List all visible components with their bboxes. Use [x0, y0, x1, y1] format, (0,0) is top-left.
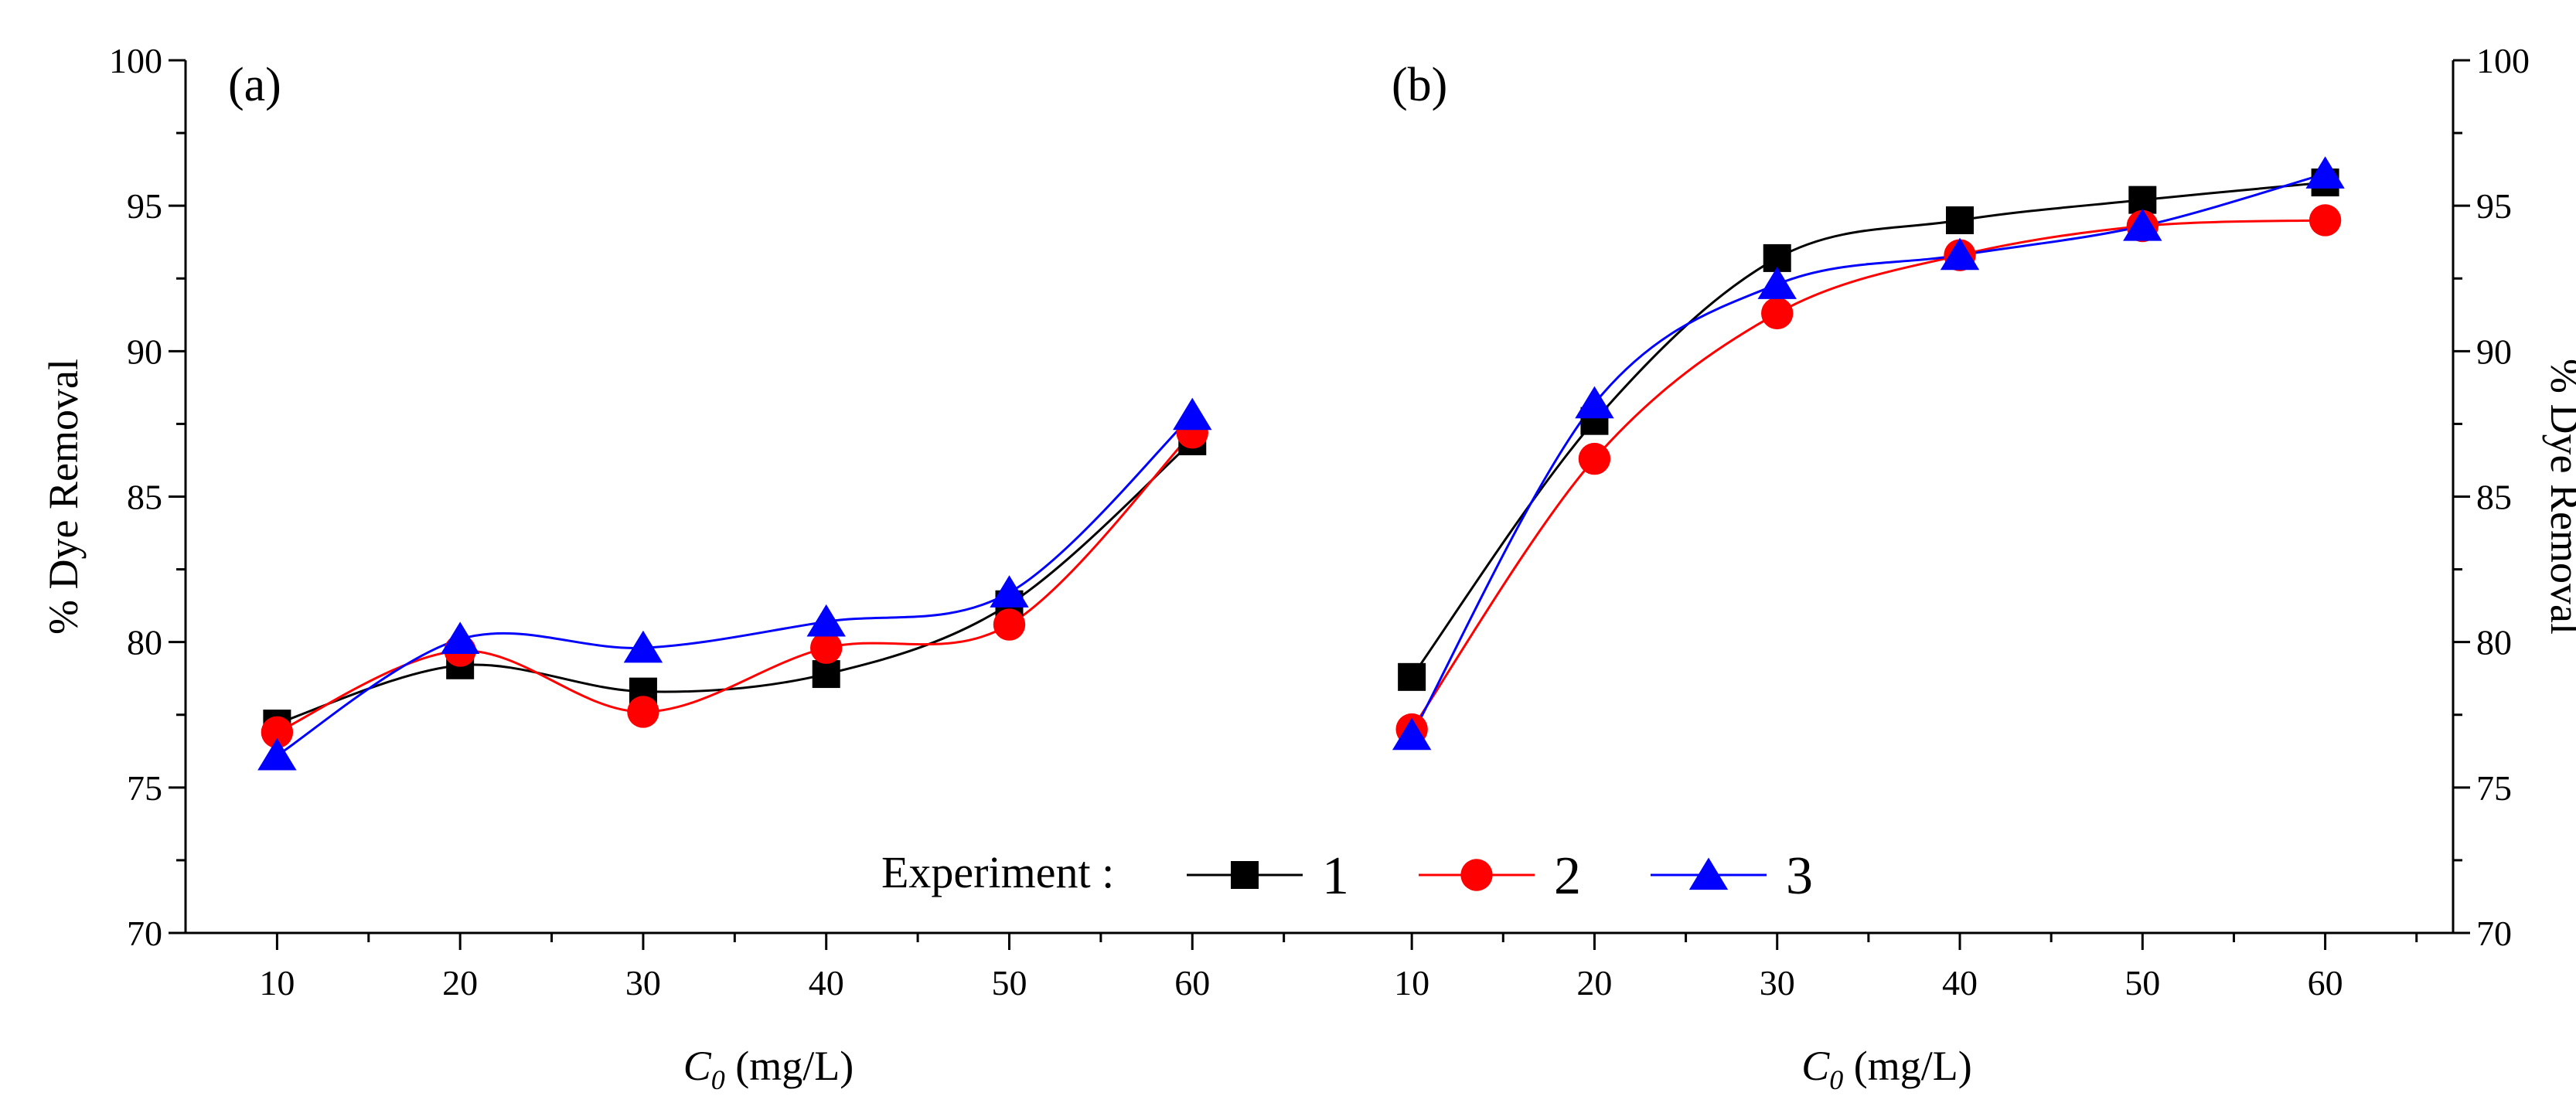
- x-axis-title-sub: 0: [711, 1064, 725, 1095]
- panel-label: (a): [228, 59, 281, 111]
- panel-label: (b): [1392, 59, 1447, 111]
- y-tick-label: 100: [109, 41, 162, 80]
- x-axis-title-sub: 0: [1829, 1064, 1843, 1095]
- x-axis-title-unit: (mg/L): [1843, 1043, 1971, 1089]
- y-tick-label: 75: [2476, 768, 2512, 808]
- y-tick-label: 80: [127, 623, 162, 662]
- panel-a: 10 20 30 40 50 60 70 75 80 85 90 95 100 (a) C0 (mg/L)%…: [40, 41, 1320, 1095]
- y-tick-label: 80: [2476, 623, 2512, 662]
- y-axis-title: % Dye Removal: [2542, 359, 2576, 635]
- series-2-point: [993, 608, 1026, 641]
- x-tick-label: 50: [2125, 963, 2160, 1003]
- series-3-point: [1392, 717, 1432, 751]
- x-axis-title: C0 (mg/L): [1801, 1043, 1972, 1095]
- x-axis-title: C0 (mg/L): [683, 1043, 854, 1095]
- series-2-point: [627, 696, 659, 728]
- legend-label-3: 3: [1786, 846, 1813, 906]
- series-2-point: [1578, 442, 1611, 475]
- x-tick-label: 40: [809, 963, 844, 1003]
- series-3-point: [1757, 267, 1797, 299]
- legend-label-1: 1: [1322, 846, 1349, 906]
- y-axis-title: % Dye Removal: [40, 359, 87, 635]
- series-3-point: [2123, 209, 2162, 241]
- series-2-line: [1410, 219, 2326, 730]
- x-axis-title-unit: (mg/L): [725, 1043, 854, 1089]
- series-1-point: [812, 660, 840, 689]
- series-3-point: [1940, 237, 1980, 271]
- x-tick-label: 30: [1760, 963, 1795, 1003]
- y-tick-label: 70: [2476, 914, 2512, 953]
- x-tick-label: 50: [991, 963, 1027, 1003]
- legend-marker-3: [1688, 857, 1729, 890]
- x-tick-label: 20: [1576, 963, 1612, 1003]
- series-2-line: [276, 431, 1194, 734]
- series-3-point: [990, 575, 1029, 608]
- legend-marker-1: [1231, 861, 1259, 889]
- x-axis-title-main: C: [683, 1043, 712, 1089]
- y-tick-label: 85: [127, 478, 162, 517]
- series-2-point: [261, 716, 294, 749]
- series-3-point: [1173, 397, 1212, 431]
- x-tick-label: 10: [259, 963, 295, 1003]
- y-tick-label: 70: [127, 914, 162, 953]
- x-axis-title-main: C: [1801, 1043, 1830, 1089]
- x-tick-label: 60: [1174, 963, 1210, 1003]
- series-2-point: [2309, 204, 2342, 237]
- series-3-line: [276, 414, 1194, 757]
- series-3-point: [806, 604, 846, 637]
- series-3-point: [257, 737, 297, 771]
- y-tick-label: 85: [2476, 478, 2512, 517]
- x-tick-label: 20: [442, 963, 478, 1003]
- series-1-point: [1946, 206, 1975, 234]
- x-tick-label: 10: [1394, 963, 1429, 1003]
- series-2-point: [810, 632, 843, 664]
- y-tick-label: 95: [2476, 186, 2512, 226]
- series-3-point: [1575, 386, 1614, 419]
- series-3-point: [440, 621, 480, 655]
- series-1-line: [1410, 181, 2326, 678]
- series-1-point: [1398, 662, 1426, 691]
- x-tick-label: 30: [625, 963, 661, 1003]
- legend: Experiment : 1 2 3: [881, 846, 1813, 906]
- series-3-line: [1410, 172, 2326, 736]
- series-3-point: [623, 630, 663, 663]
- y-tick-label: 100: [2476, 41, 2530, 80]
- x-tick-label: 60: [2308, 963, 2343, 1003]
- x-tick-label: 40: [1942, 963, 1978, 1003]
- y-tick-label: 75: [127, 768, 162, 808]
- y-tick-label: 90: [127, 332, 162, 371]
- series-2-point: [1761, 297, 1794, 330]
- y-tick-label: 95: [127, 186, 162, 226]
- legend-title: Experiment :: [881, 847, 1114, 897]
- y-tick-label: 90: [2476, 332, 2512, 371]
- series-3-point: [2305, 156, 2345, 189]
- series-1-line: [276, 440, 1194, 725]
- legend-marker-2: [1460, 859, 1493, 891]
- legend-label-2: 2: [1554, 846, 1581, 906]
